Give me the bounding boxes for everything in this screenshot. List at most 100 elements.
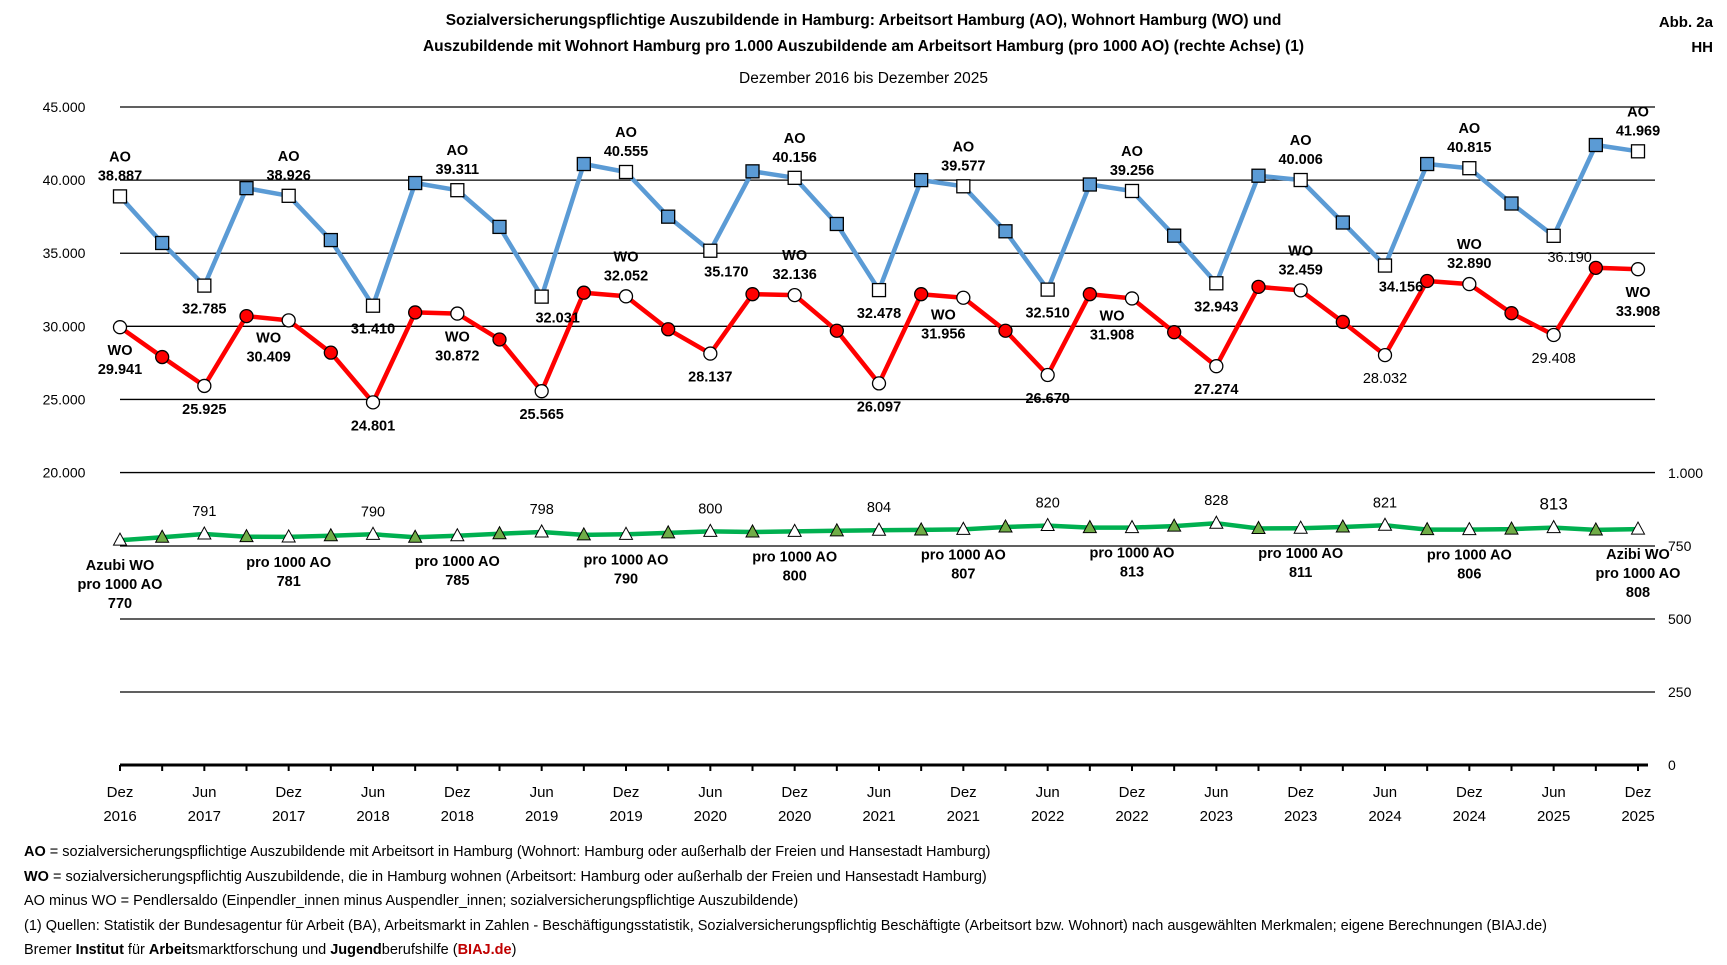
x-tick-label-year: 2023 <box>1200 808 1233 825</box>
point-ao <box>1588 137 1603 153</box>
data-label-wo: 28.137 <box>688 370 732 386</box>
point-ao <box>998 224 1013 239</box>
point-pro1000 <box>576 526 592 541</box>
data-label-wo: WO <box>1100 308 1125 324</box>
point-pro1000 <box>1251 520 1266 534</box>
point-wo <box>492 332 507 347</box>
point-wo <box>576 285 591 300</box>
point-wo <box>450 306 465 321</box>
x-tick-label-year: 2018 <box>356 808 389 825</box>
point-ao <box>956 179 971 194</box>
org-part-3: für <box>123 942 149 958</box>
figure-label: Abb. 2a HH <box>1659 10 1713 60</box>
point-pro1000 <box>660 524 676 539</box>
data-label-pro1000: pro 1000 AO <box>752 549 837 565</box>
point-wo <box>534 384 549 399</box>
data-label-pro1000: 791 <box>192 504 216 520</box>
point-wo <box>829 323 844 338</box>
chart-title-line-2: Auszubildende mit Wohnort Hamburg pro 1.… <box>422 38 1305 55</box>
data-label-ao: AO <box>109 149 131 165</box>
data-label-ao: 35.170 <box>704 265 748 281</box>
data-label-wo: WO <box>1457 237 1482 253</box>
point-wo <box>1588 260 1603 275</box>
point-ao <box>239 181 254 196</box>
point-wo <box>1504 306 1519 321</box>
point-wo <box>281 313 296 328</box>
point-pro1000 <box>1588 521 1604 536</box>
point-pro1000 <box>281 528 297 543</box>
point-wo <box>1167 325 1182 340</box>
data-label-pro1000: 804 <box>867 500 891 516</box>
data-label-pro1000: 790 <box>361 504 385 520</box>
data-label-pro1000: 785 <box>445 573 469 589</box>
point-pro1000 <box>534 523 550 538</box>
data-label-ao: AO <box>952 139 974 155</box>
data-label-ao: 32.943 <box>1194 299 1238 315</box>
point-pro1000 <box>1504 521 1519 535</box>
point-ao <box>1335 215 1350 230</box>
note-organisation: Bremer Institut für Arbeitsmarktforschun… <box>24 938 1547 963</box>
point-ao <box>787 170 802 185</box>
point-ao <box>112 189 128 204</box>
x-tick-label-year: 2021 <box>862 808 895 825</box>
x-tick-label-year: 2020 <box>694 808 727 825</box>
x-tick-label-month: Jun <box>1036 784 1060 801</box>
org-link-biaj[interactable]: BIAJ.de <box>457 942 512 958</box>
data-label-wo: 30.409 <box>246 349 290 365</box>
data-label-ao: 39.577 <box>941 158 985 174</box>
chart-title-line-1: Sozialversicherungspflichtige Auszubilde… <box>445 12 1282 29</box>
data-label-ao: 38.926 <box>266 168 310 184</box>
data-label-pro1000: 820 <box>1036 496 1060 512</box>
x-tick-label-year: 2022 <box>1031 808 1064 825</box>
point-ao <box>1377 258 1393 273</box>
point-wo <box>956 290 971 305</box>
point-ao <box>1293 172 1308 188</box>
point-ao <box>576 156 591 172</box>
point-pro1000 <box>1419 521 1435 536</box>
point-wo <box>365 395 381 410</box>
point-wo <box>112 320 128 335</box>
figure-region: HH <box>1691 39 1713 56</box>
x-tick-label-year: 2019 <box>609 808 642 825</box>
point-wo <box>155 349 170 365</box>
x-tick-label-year: 2021 <box>947 808 980 825</box>
note-ao: AO = sozialversicherungspflichtige Auszu… <box>24 840 1547 865</box>
point-wo <box>1462 276 1477 292</box>
point-wo <box>323 345 338 360</box>
point-pro1000 <box>1546 519 1562 534</box>
data-label-wo: 31.956 <box>921 327 965 343</box>
point-pro1000 <box>1166 518 1182 532</box>
point-pro1000 <box>913 521 929 536</box>
note-saldo: AO minus WO = Pendlersaldo (Einpendler_i… <box>24 893 799 909</box>
point-ao <box>618 164 634 180</box>
point-ao <box>1167 228 1182 243</box>
point-pro1000 <box>745 523 760 538</box>
point-wo <box>871 376 887 391</box>
x-tick-label-month: Jun <box>1204 784 1228 801</box>
point-wo <box>1040 367 1055 383</box>
data-label-pro1000: pro 1000 AO <box>921 547 1006 563</box>
chart-subtitle: Dezember 2016 bis Dezember 2025 <box>739 70 988 87</box>
note-wo: WO = sozialversicherungspflichtig Auszub… <box>24 865 1547 890</box>
data-label-pro1000: pro 1000 AO <box>1596 566 1681 582</box>
data-label-wo: 32.890 <box>1447 256 1491 272</box>
point-wo <box>1630 262 1646 277</box>
data-label-pro1000: 806 <box>1457 567 1481 583</box>
x-tick-label-month: Jun <box>698 784 722 801</box>
y-left-tick-label: 30.000 <box>43 318 86 334</box>
point-wo <box>618 289 634 304</box>
x-tick-label-year: 2023 <box>1284 808 1317 825</box>
note-wo-abbr: WO <box>24 868 49 885</box>
x-tick-label-year: 2025 <box>1537 808 1570 825</box>
point-pro1000 <box>871 522 887 536</box>
x-tick-label-month: Jun <box>192 784 216 801</box>
x-tick-label-month: Dez <box>107 784 134 801</box>
data-label-wo: 29.408 <box>1531 351 1575 367</box>
y-right-tick-label: 0 <box>1668 757 1676 773</box>
data-label-wo: WO <box>1288 243 1313 259</box>
data-label-pro1000: pro 1000 AO <box>78 577 163 593</box>
point-pro1000 <box>1335 518 1351 533</box>
point-ao <box>1630 144 1646 159</box>
data-label-pro1000: 781 <box>277 574 301 590</box>
note-ao-abbr: AO <box>24 844 46 860</box>
